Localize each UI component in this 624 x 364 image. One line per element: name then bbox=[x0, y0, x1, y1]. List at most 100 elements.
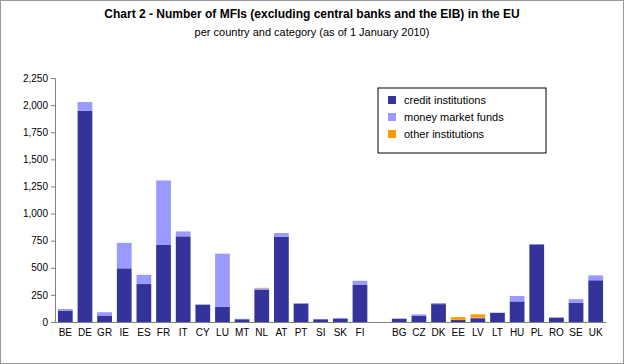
x-tick: MT bbox=[235, 322, 249, 338]
x-tick: CY bbox=[196, 322, 210, 338]
x-tick: CZ bbox=[412, 322, 425, 338]
bar bbox=[195, 305, 210, 322]
x-tick: LT bbox=[492, 322, 503, 338]
bar bbox=[569, 299, 584, 303]
x-tick: UK bbox=[589, 322, 603, 338]
y-tick-label: 1,000 bbox=[23, 208, 48, 219]
bar bbox=[97, 315, 112, 322]
x-tick-label: DK bbox=[432, 327, 446, 338]
y-tick-label: 1,750 bbox=[23, 127, 48, 138]
bar bbox=[117, 242, 132, 243]
x-tick: ES bbox=[137, 322, 151, 338]
x-tick: LV bbox=[472, 322, 484, 338]
x-tick-label: MT bbox=[235, 327, 249, 338]
x-tick: FI bbox=[356, 322, 365, 338]
legend: credit institutionsmoney market fundsoth… bbox=[378, 88, 546, 153]
x-axis-line bbox=[56, 322, 607, 323]
x-tick-label: CZ bbox=[412, 327, 425, 338]
x-tick-label: BE bbox=[59, 327, 73, 338]
bar bbox=[529, 244, 544, 322]
y-tick: 1,250 bbox=[23, 181, 55, 192]
x-tick-label: NL bbox=[255, 327, 268, 338]
bar bbox=[588, 275, 603, 276]
x-tick: FR bbox=[157, 322, 170, 338]
bar bbox=[215, 253, 230, 254]
bar bbox=[549, 317, 564, 318]
x-tick-label: SI bbox=[316, 327, 325, 338]
y-tick-label: 500 bbox=[31, 262, 48, 273]
x-tick-label: LV bbox=[472, 327, 484, 338]
y-tick: 2,000 bbox=[23, 100, 55, 111]
y-axis-line bbox=[51, 79, 56, 323]
x-tick: EE bbox=[452, 322, 466, 338]
bar bbox=[97, 312, 112, 315]
legend-label: money market funds bbox=[404, 111, 504, 123]
y-tick: 2,250 bbox=[23, 73, 55, 84]
x-tick: RO bbox=[549, 322, 564, 338]
bar bbox=[235, 318, 250, 319]
bar bbox=[137, 274, 152, 275]
x-tick-label: UK bbox=[589, 327, 603, 338]
y-tick-label: 2,250 bbox=[23, 73, 48, 84]
legend-label: credit institutions bbox=[404, 94, 486, 106]
bar bbox=[372, 322, 387, 323]
x-tick-label: ES bbox=[137, 327, 151, 338]
y-tick-mark bbox=[51, 214, 55, 215]
bar bbox=[58, 308, 73, 309]
bar bbox=[372, 322, 387, 323]
x-tick: DK bbox=[432, 322, 446, 338]
bar bbox=[490, 312, 505, 313]
bar bbox=[490, 312, 505, 313]
x-tick-label: SE bbox=[569, 327, 583, 338]
x-axis: BEDEGRIEESFRITCYLUMTNLATPTSISKFIBGCZDKEE… bbox=[56, 322, 607, 338]
bar bbox=[274, 233, 289, 234]
bar bbox=[117, 268, 132, 322]
bar bbox=[431, 303, 446, 304]
bar bbox=[392, 318, 407, 319]
x-tick: SE bbox=[569, 322, 583, 338]
x-tick-label: FI bbox=[356, 327, 365, 338]
y-tick-mark bbox=[51, 268, 55, 269]
y-tick-label: 2,000 bbox=[23, 100, 48, 111]
bar bbox=[510, 296, 525, 301]
x-tick-label: LU bbox=[216, 327, 229, 338]
x-tick: GR bbox=[97, 322, 112, 338]
y-axis: 02505007501,0001,2501,5001,7502,0002,250 bbox=[23, 73, 56, 328]
y-tick-mark bbox=[51, 186, 55, 187]
bar bbox=[313, 318, 328, 319]
x-tick-label: AT bbox=[275, 327, 287, 338]
bar bbox=[274, 237, 289, 322]
x-tick-label: GR bbox=[97, 327, 112, 338]
bar bbox=[294, 304, 309, 322]
bar bbox=[451, 317, 466, 320]
x-tick: LU bbox=[216, 322, 229, 338]
bar bbox=[333, 317, 348, 318]
bar bbox=[215, 307, 230, 322]
legend-swatch bbox=[388, 113, 396, 121]
y-tick-mark bbox=[51, 78, 55, 79]
y-tick-mark bbox=[51, 105, 55, 106]
bar bbox=[156, 180, 171, 245]
bar bbox=[392, 318, 407, 319]
bar bbox=[235, 319, 250, 322]
x-tick-label: PL bbox=[531, 327, 544, 338]
bar bbox=[78, 111, 93, 322]
y-tick: 1,750 bbox=[23, 127, 55, 138]
y-tick-label: 250 bbox=[31, 290, 48, 301]
bar bbox=[176, 231, 191, 236]
x-tick: SI bbox=[316, 322, 325, 338]
bar bbox=[195, 304, 210, 305]
x-tick: PL bbox=[531, 322, 544, 338]
bar bbox=[254, 288, 269, 290]
bar bbox=[529, 244, 544, 245]
x-tick-label: RO bbox=[549, 327, 564, 338]
bar bbox=[176, 231, 191, 232]
frame bbox=[1, 1, 624, 364]
y-tick-label: 0 bbox=[42, 317, 48, 328]
x-tick-label: FR bbox=[157, 327, 170, 338]
bar bbox=[588, 280, 603, 322]
x-tick-label: LT bbox=[492, 327, 503, 338]
x-tick-label: DE bbox=[78, 327, 92, 338]
subtitle: per country and category (as of 1 Januar… bbox=[195, 26, 430, 38]
bar bbox=[195, 304, 210, 305]
